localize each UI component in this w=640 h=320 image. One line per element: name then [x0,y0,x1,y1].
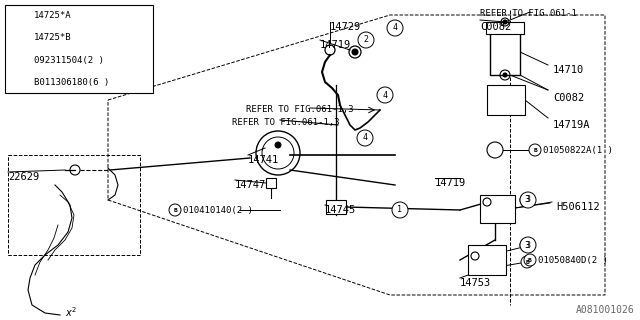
Bar [266,178,276,188]
Ellipse shape [17,76,28,87]
Ellipse shape [275,142,281,148]
Text: 14729: 14729 [330,22,361,32]
Text: 3: 3 [525,241,531,250]
Ellipse shape [392,202,408,218]
Text: B011306180(6 ): B011306180(6 ) [34,77,109,86]
Text: 3: 3 [525,241,529,250]
Text: 14747: 14747 [235,180,266,190]
Ellipse shape [11,54,23,66]
Text: B: B [11,79,15,84]
Text: 14719: 14719 [320,40,351,50]
Text: B: B [533,148,537,153]
Bar [8,155,140,255]
Text: H506112: H506112 [556,202,600,212]
Text: C0082: C0082 [480,22,511,32]
Text: 4: 4 [362,133,367,142]
Ellipse shape [11,32,23,44]
Bar [487,85,525,115]
Text: A081001026: A081001026 [576,305,635,315]
Text: 14753: 14753 [460,278,492,288]
Ellipse shape [352,49,358,55]
Text: 14745: 14745 [325,205,356,215]
Text: 010410140(2 ): 010410140(2 ) [183,205,253,214]
Ellipse shape [529,144,541,156]
Ellipse shape [357,130,373,146]
Bar [480,195,515,223]
Ellipse shape [11,10,23,22]
Text: $x^2$: $x^2$ [65,305,77,319]
Text: 3: 3 [525,196,529,204]
Text: REFER TO FIG.061-1,3: REFER TO FIG.061-1,3 [246,105,353,114]
Text: 4: 4 [20,77,24,86]
Ellipse shape [520,193,534,207]
Text: 22629: 22629 [8,172,39,182]
Ellipse shape [8,76,19,87]
Text: B: B [525,260,529,265]
Text: 2: 2 [364,36,369,44]
Ellipse shape [169,204,181,216]
Text: 4: 4 [383,91,387,100]
Text: C0082: C0082 [553,93,584,103]
Text: 092311504(2 ): 092311504(2 ) [34,55,104,65]
Text: 01050840D(2 ): 01050840D(2 ) [538,255,608,265]
Text: 1: 1 [15,12,19,20]
Text: 14725*B: 14725*B [34,34,72,43]
Ellipse shape [387,20,403,36]
Ellipse shape [520,237,536,253]
Ellipse shape [503,20,507,24]
Text: 4: 4 [392,23,397,33]
Text: B: B [528,258,532,262]
Text: 14719: 14719 [435,178,467,188]
Text: 14719A: 14719A [553,120,591,130]
Text: 1: 1 [397,205,403,214]
Bar [490,30,520,75]
Text: REFER TO FIG.061-1,3: REFER TO FIG.061-1,3 [232,118,339,127]
Text: 14741: 14741 [248,155,279,165]
Text: 14725*A: 14725*A [34,12,72,20]
Ellipse shape [524,254,536,266]
Text: 2: 2 [15,34,19,43]
Bar [468,245,506,275]
Text: REFER TO FIG.061-1: REFER TO FIG.061-1 [480,9,577,18]
Bar [486,22,524,34]
Text: 3: 3 [15,55,19,65]
Ellipse shape [520,238,534,252]
Bar [5,5,153,93]
Text: 3: 3 [525,196,531,204]
Ellipse shape [358,32,374,48]
Text: 14710: 14710 [553,65,584,75]
Ellipse shape [521,256,533,268]
Ellipse shape [520,192,536,208]
Ellipse shape [503,73,507,77]
Text: 01050822A(1 ): 01050822A(1 ) [543,146,613,155]
Ellipse shape [377,87,393,103]
Bar [326,200,346,214]
Text: B: B [173,207,177,212]
